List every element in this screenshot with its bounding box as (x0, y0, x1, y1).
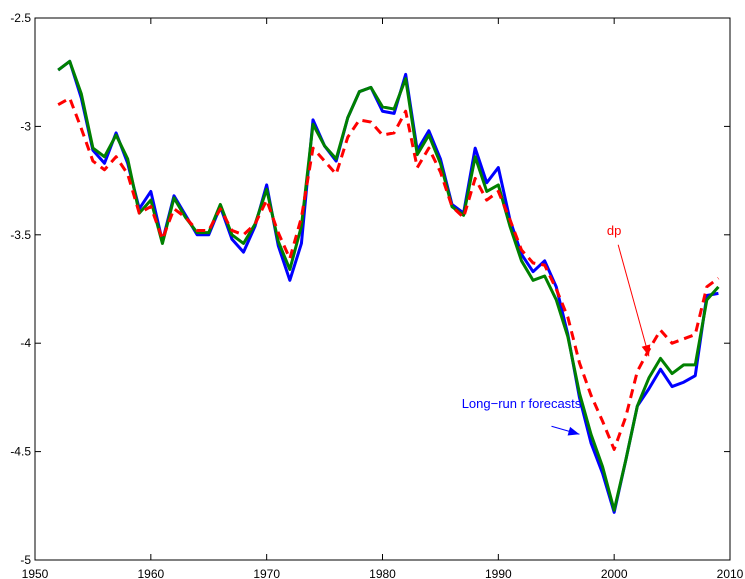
series-line-dp (57, 96, 720, 451)
y-tick-label: -4 (20, 336, 31, 350)
y-tick-label: -3 (20, 119, 31, 133)
y-tick-label: -4.5 (10, 445, 31, 459)
x-tick-label: 2010 (717, 567, 744, 579)
x-tick-label: 1980 (369, 567, 396, 579)
y-tick-label: -5 (20, 553, 31, 567)
x-tick-label: 1950 (22, 567, 49, 579)
annotation-arrowhead (641, 344, 651, 357)
x-tick-label: 1990 (485, 567, 512, 579)
annotation-arrowhead (567, 426, 580, 436)
annotation-label: dp (607, 223, 621, 238)
annotation-arrow (617, 244, 650, 357)
y-tick-label: -2.5 (10, 11, 31, 25)
plot-area (35, 18, 730, 560)
y-tick-label: -3.5 (10, 228, 31, 242)
annotations: dp Long−run r forecasts (462, 223, 651, 436)
series-lines (57, 59, 720, 514)
plot-frame (34, 17, 731, 561)
annotation-label: Long−run r forecasts (462, 396, 582, 411)
x-tick-label: 1960 (137, 567, 164, 579)
x-tick-label: 2000 (601, 567, 628, 579)
y-axis-tick-labels: -2.5 -3 -3.5 -4 -4.5 -5 (10, 11, 31, 567)
x-axis-tick-labels: 1950 1960 1970 1980 1990 2000 2010 (22, 567, 744, 579)
x-tick-label: 1970 (253, 567, 280, 579)
